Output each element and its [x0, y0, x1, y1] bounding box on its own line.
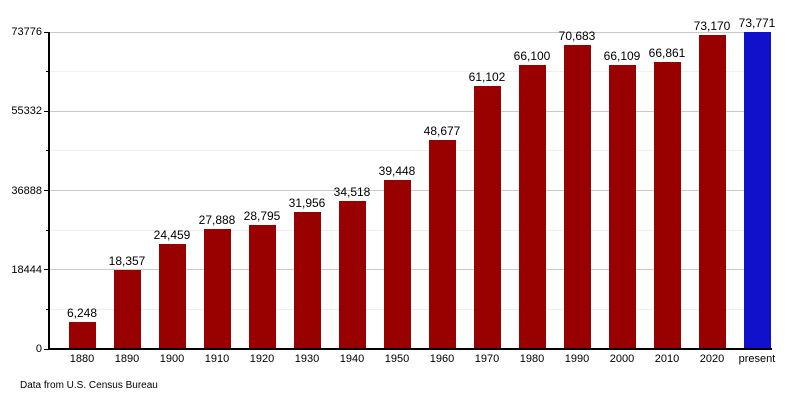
bar-value-label: 66,109 — [603, 48, 641, 63]
gridline-minor — [50, 229, 771, 231]
y-tick-label: 55332 — [11, 105, 42, 118]
x-tick-label: 2000 — [609, 353, 635, 365]
y-tick-label: 36888 — [11, 184, 42, 197]
x-tick-label: 2020 — [699, 353, 725, 365]
x-tick-label: 1990 — [564, 353, 590, 365]
x-tick-label: 2010 — [654, 353, 680, 365]
bar-value-label: 73,771 — [738, 16, 776, 31]
x-tick-label: present — [738, 353, 776, 365]
x-tick-label: 1890 — [114, 353, 140, 365]
gridline-minor — [50, 71, 771, 73]
bar-value-label: 34,518 — [333, 184, 371, 199]
gridline-major — [50, 31, 771, 33]
x-tick-label: 1970 — [474, 353, 500, 365]
bar-value-label: 31,956 — [288, 195, 326, 210]
y-major-tick — [44, 110, 50, 112]
x-tick-label: 1980 — [519, 353, 545, 365]
bar — [428, 139, 456, 349]
bar-value-label: 66,861 — [648, 45, 686, 60]
gridline-major — [50, 110, 771, 112]
x-tick-label: 1910 — [204, 353, 230, 365]
y-tick-label: 18444 — [11, 263, 42, 276]
bar-value-label: 48,677 — [423, 123, 461, 138]
bar — [608, 64, 636, 349]
bar — [158, 243, 186, 349]
bar — [653, 61, 681, 349]
bar — [68, 322, 96, 349]
y-axis-line — [48, 32, 50, 350]
x-tick-label: 1880 — [69, 353, 95, 365]
bar — [563, 45, 591, 349]
bar — [113, 270, 141, 349]
y-major-tick — [44, 31, 50, 33]
bar — [338, 200, 366, 349]
bar-value-label: 18,357 — [108, 254, 146, 269]
bar — [293, 211, 321, 349]
y-major-tick — [44, 269, 50, 271]
bar-value-label: 24,459 — [153, 227, 191, 242]
gridline-major — [50, 190, 771, 191]
x-tick-label: 1940 — [339, 353, 365, 365]
bar — [248, 225, 276, 349]
bar — [698, 34, 726, 349]
y-tick-label: 0 — [35, 343, 42, 355]
bar — [203, 229, 231, 349]
bar — [473, 86, 501, 349]
x-tick-label: 1950 — [384, 353, 410, 365]
bar — [518, 64, 546, 349]
gridline-minor — [50, 150, 771, 152]
y-tick-label: 73776 — [11, 26, 42, 38]
x-tick-label: 1960 — [429, 353, 455, 365]
y-major-tick — [44, 348, 50, 350]
gridline-major — [50, 269, 771, 271]
bar-value-label: 73,170 — [693, 18, 731, 33]
y-major-tick — [44, 190, 50, 191]
x-tick-label: 1930 — [294, 353, 320, 365]
x-tick-label: 1920 — [249, 353, 275, 365]
bar — [743, 32, 771, 349]
bar — [383, 179, 411, 349]
bar-value-label: 39,448 — [378, 163, 416, 178]
gridline-minor — [50, 308, 771, 310]
bar-value-label: 28,795 — [243, 209, 281, 224]
x-axis-line — [48, 348, 772, 350]
x-tick-label: 1900 — [159, 353, 185, 365]
source-caption: Data from U.S. Census Bureau — [20, 380, 158, 391]
bar-value-label: 6,248 — [66, 306, 98, 321]
bar-value-label: 61,102 — [468, 70, 506, 85]
bar-value-label: 27,888 — [198, 213, 236, 228]
bar-value-label: 66,100 — [513, 48, 551, 63]
bar-value-label: 70,683 — [558, 29, 596, 44]
